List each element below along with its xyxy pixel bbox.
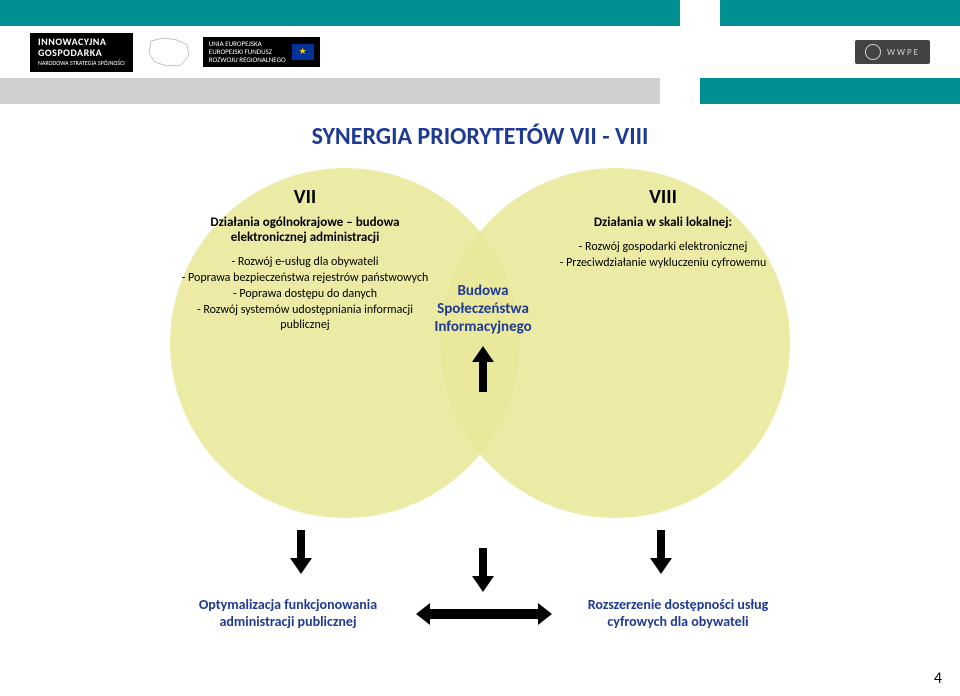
left-subtitle-l2: elektronicznej administracji [231, 230, 380, 245]
right-item: - Rozwój gospodarki elektronicznej [548, 240, 778, 255]
eu-flag-icon: ★ [292, 44, 314, 60]
logo-ig-line2: GOSPODARKA [38, 46, 102, 59]
right-column: VIII Działania w skali lokalnej: - Rozwó… [548, 185, 778, 272]
bottom-left-label: Optymalizacja funkcjonowania administrac… [158, 596, 418, 630]
divider-gap [660, 78, 700, 104]
center-l3: Informacyjnego [434, 318, 531, 336]
arrow-down-icon [650, 558, 672, 574]
left-items: - Rozwój e-usług dla obywateli - Poprawa… [180, 255, 430, 333]
logo-innowacyjna-gospodarka: INNOWACYJNA GOSPODARKA NARODOWA STRATEGI… [30, 33, 133, 72]
right-item: - Przeciwdziałanie wykluczeniu cyfrowemu [548, 256, 778, 271]
center-l1: Budowa [458, 282, 509, 300]
logo-eu-fund: UNIA EUROPEJSKA EUROPEJSKI FUNDUSZ ROZWO… [203, 37, 320, 67]
bottom-left-l2: administracji publicznej [219, 613, 356, 630]
arrow-down-icon [290, 558, 312, 574]
arrow-up-icon [472, 346, 494, 362]
right-num: VIII [548, 185, 778, 209]
left-item: - Poprawa bezpieczeństwa rejestrów państ… [180, 271, 430, 286]
poland-map-icon [143, 35, 193, 69]
page-number: 4 [934, 669, 942, 688]
logo-wwpe: WWPE [855, 40, 930, 64]
divider-gray [0, 78, 660, 104]
top-bar [0, 0, 960, 26]
left-subtitle-l1: Działania ogólnokrajowe – budowa [210, 215, 399, 230]
wwpe-text: WWPE [887, 47, 920, 58]
eu-line3: ROZWOJU REGIONALNEGO [209, 55, 286, 64]
arrow-down-icon [472, 576, 494, 592]
venn-center-label: Budowa Społeczeństwa Informacyjnego [418, 282, 548, 336]
left-item: - Rozwój systemów udostępniania informac… [180, 303, 430, 333]
bottom-left-l1: Optymalizacja funkcjonowania [199, 596, 377, 613]
top-bar-seg [720, 0, 960, 26]
right-subtitle-l1: Działania w skali lokalnej: [594, 215, 732, 230]
center-l2: Społeczeństwa [437, 300, 529, 318]
divider-band [0, 78, 960, 104]
top-bar-seg [0, 0, 680, 26]
right-items: - Rozwój gospodarki elektronicznej - Prz… [548, 240, 778, 271]
left-column: VII Działania ogólnokrajowe – budowa ele… [180, 185, 430, 334]
divider-teal [700, 78, 960, 104]
logo-band: INNOWACYJNA GOSPODARKA NARODOWA STRATEGI… [30, 32, 930, 72]
bottom-right-l2: cyfrowych dla obywateli [607, 613, 748, 630]
left-num: VII [180, 185, 430, 209]
logo-ig-sub: NARODOWA STRATEGIA SPÓJNOŚCI [38, 58, 125, 69]
arrow-shaft [479, 392, 487, 562]
left-item: - Rozwój e-usług dla obywateli [180, 255, 430, 270]
top-bar-gap [680, 0, 720, 26]
bottom-right-label: Rozszerzenie dostępności usług cyfrowych… [548, 596, 808, 630]
arrow-double-icon [430, 609, 538, 619]
bottom-right-l1: Rozszerzenie dostępności usług [588, 596, 769, 613]
left-item: - Poprawa dostępu do danych [180, 287, 430, 302]
page-title: SYNERGIA PRIORYTETÓW VII - VIII [0, 122, 960, 151]
